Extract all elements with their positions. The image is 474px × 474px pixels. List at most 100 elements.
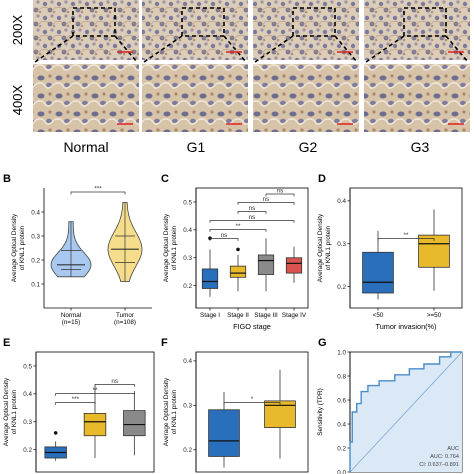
roc-legend-text: AUC: [447, 446, 459, 452]
significance-bracket: [265, 193, 295, 197]
panel-letter-c: C: [161, 173, 169, 185]
x-axis-label: Tumor invasion(%): [376, 322, 437, 331]
histology-image-200x: [33, 0, 139, 60]
x-tick-label: (n=108): [114, 319, 136, 326]
zoom-guide-line: [114, 35, 138, 63]
outlier-point: [53, 431, 58, 435]
y-tick-label: 0.4: [183, 358, 192, 365]
zoom-guide-line: [445, 35, 469, 63]
x-tick-label: Stage I: [200, 312, 220, 319]
panel-letter-e: E: [3, 337, 10, 349]
x-tick-label: (n=15): [62, 319, 80, 326]
y-axis-label: Average Optical Density: [163, 377, 170, 446]
histology-image-200x: [142, 0, 248, 60]
box-body: [123, 410, 146, 437]
y-tick-label: 0.4: [183, 227, 192, 234]
histology-panel: 200X 400X Normal G1 G2 G3: [10, 0, 470, 155]
y-tick-label: 0.2: [23, 447, 32, 454]
row-label-200x: 200X: [10, 14, 25, 45]
outlier-point: [236, 247, 240, 252]
chart-panel-f: 0.2 0.3 0.4 Average Optical Density of KNL1 …: [163, 351, 309, 473]
box-body: [362, 251, 394, 294]
x-tick-label: Normal: [61, 312, 81, 319]
histology-image-400x: [33, 64, 139, 132]
y-tick-label: 0.2: [337, 445, 346, 452]
box-group-3: [123, 391, 146, 456]
histology-image-400x: [364, 64, 470, 132]
zoom-guide-line: [223, 35, 247, 63]
y-tick-label: 0.4: [31, 209, 40, 216]
panel-letter-g: G: [318, 337, 327, 349]
box-stage-iii: Stage III: [254, 238, 278, 319]
panel-letter-f: F: [161, 337, 168, 349]
zoom-guide-line: [34, 35, 74, 63]
chart-panel-g: 0.0 0.2 0.4 0.6 0.8 1.0 Sensitivity (TPR) AUC AU…: [317, 349, 463, 474]
y-tick-label: 0.5: [183, 199, 192, 206]
significance-label: **: [404, 232, 409, 239]
y-tick-label: 0.3: [183, 255, 192, 262]
significance-label: ns: [221, 232, 228, 239]
panel-letter-b: B: [3, 173, 11, 185]
box--50: >=50: [418, 209, 450, 319]
column-label-g3: G3: [411, 139, 430, 155]
y-tick-label: 0.6: [337, 397, 346, 404]
significance-bracket: [55, 402, 96, 405]
column-label-normal: Normal: [63, 139, 108, 155]
y-tick-label: 0.5: [23, 363, 32, 370]
y-tick-label: 0.2: [337, 284, 346, 291]
histology-image-200x: [364, 0, 470, 60]
y-tick-label: 0.3: [31, 233, 40, 240]
box-stage-i: Stage I: [200, 236, 220, 319]
box-body: [285, 257, 303, 274]
significance-bracket: [237, 211, 267, 214]
zoom-guide-line: [365, 35, 405, 63]
chart-panel-b: 0.1 0.2 0.3 0.4 Average Optical Density of KN…: [11, 186, 152, 326]
box-stage-iv: Stage IV: [282, 246, 307, 319]
box-group-2: [264, 369, 296, 459]
panel-letter-d: D: [318, 173, 326, 185]
zoom-region-box: [181, 7, 225, 37]
significance-bracket: [94, 384, 135, 387]
roc-curve: [349, 351, 462, 472]
y-tick-label: 0.2: [183, 283, 192, 290]
zoom-region-box: [292, 7, 336, 37]
significance-bracket: [209, 229, 267, 232]
violin-normal: Normal(n=15): [50, 221, 92, 326]
zoom-guide-line: [334, 35, 358, 63]
significance-label: ns: [277, 188, 284, 195]
box-stage-ii: Stage II: [227, 247, 249, 319]
y-axis-label: of KNL1 protein: [19, 225, 26, 270]
significance-label: ns: [249, 214, 256, 221]
significance-bracket: [70, 191, 126, 195]
zoom-region-box: [403, 7, 447, 37]
y-tick-label: 0.3: [23, 419, 32, 426]
chart-panel-e: 0.2 0.3 0.4 0.5 Average Optical Density of KN…: [3, 351, 155, 473]
y-tick-label: 1.0: [337, 349, 346, 356]
y-tick-label: 0.3: [183, 403, 192, 410]
x-tick-label: Stage IV: [282, 312, 307, 319]
y-tick-label: 0.2: [31, 257, 40, 264]
significance-bracket: [223, 402, 281, 405]
box-group-1: [208, 392, 240, 468]
y-axis-label: of KNL1 protein: [11, 389, 18, 434]
y-axis-label: Average Optical Density: [11, 213, 18, 282]
y-axis-label: of KNL1 protein: [325, 225, 332, 270]
row-label-400x: 400X: [10, 84, 25, 115]
significance-label: ***: [72, 396, 80, 403]
box-body: [208, 409, 240, 457]
y-tick-label: 0.4: [337, 421, 346, 428]
y-axis-label: Average Optical Density: [163, 213, 170, 282]
x-tick-label: Stage III: [254, 312, 278, 319]
box--50: <50: [362, 230, 394, 319]
box-body: [201, 268, 219, 289]
significance-bracket: [377, 238, 435, 241]
roc-diagonal: [349, 351, 463, 473]
significance-label: **: [236, 223, 241, 230]
y-axis-label: of KNL1 protein: [171, 389, 178, 434]
y-tick-label: 0.3: [337, 241, 346, 248]
significance-label: ns: [263, 196, 270, 203]
box-body: [257, 254, 275, 275]
significance-label: ns: [249, 205, 256, 212]
histology-image-400x: [253, 64, 359, 132]
